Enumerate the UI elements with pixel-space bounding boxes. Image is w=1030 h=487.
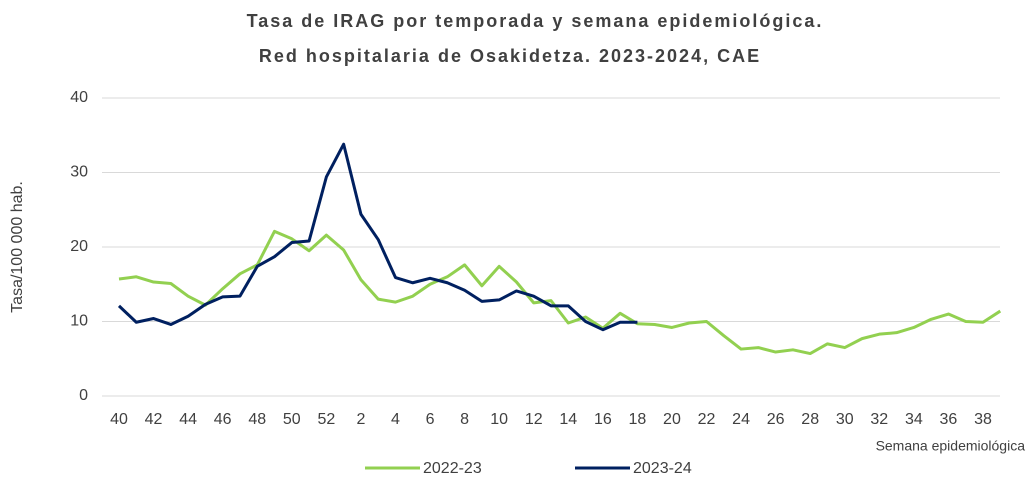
x-tick-label: 4 [391,411,400,428]
series-line [118,229,1002,356]
x-tick-label: 46 [214,411,232,428]
x-tick-label: 26 [767,411,785,428]
x-tick-label: 2 [356,411,365,428]
x-tick-label: 44 [179,411,197,428]
x-tick-label: 38 [974,411,992,428]
y-tick-label: 0 [79,387,88,404]
x-tick-label: 42 [145,411,163,428]
legend-label: 2022-23 [423,460,482,477]
chart-title: Tasa de IRAG por temporada y semana epid… [247,11,824,31]
series-line [117,142,638,332]
x-tick-label: 8 [460,411,469,428]
x-tick-label: 36 [940,411,958,428]
x-tick-label: 52 [317,411,335,428]
x-tick-label: 14 [559,411,577,428]
y-tick-label: 40 [70,89,88,106]
x-tick-label: 32 [870,411,888,428]
x-tick-label: 22 [698,411,716,428]
x-axis-label: Semana epidemiológica [876,438,1026,454]
x-tick-label: 20 [663,411,681,428]
x-tick-label: 40 [110,411,128,428]
x-tick-label: 48 [248,411,266,428]
x-tick-label: 18 [629,411,647,428]
y-tick-label: 10 [70,313,88,330]
x-tick-label: 12 [525,411,543,428]
x-tick-label: 34 [905,411,923,428]
x-tick-label: 10 [490,411,508,428]
y-axis-label: Tasa/100 000 hab. [9,181,26,313]
y-tick-label: 30 [70,164,88,181]
chart-subtitle: Red hospitalaria de Osakidetza. 2023-202… [259,46,761,66]
y-tick-label: 20 [70,238,88,255]
x-tick-label: 30 [836,411,854,428]
x-tick-label: 16 [594,411,612,428]
x-tick-label: 50 [283,411,301,428]
x-tick-label: 6 [426,411,435,428]
legend-label: 2023-24 [633,460,692,477]
x-tick-label: 24 [732,411,750,428]
x-tick-label: 28 [801,411,819,428]
